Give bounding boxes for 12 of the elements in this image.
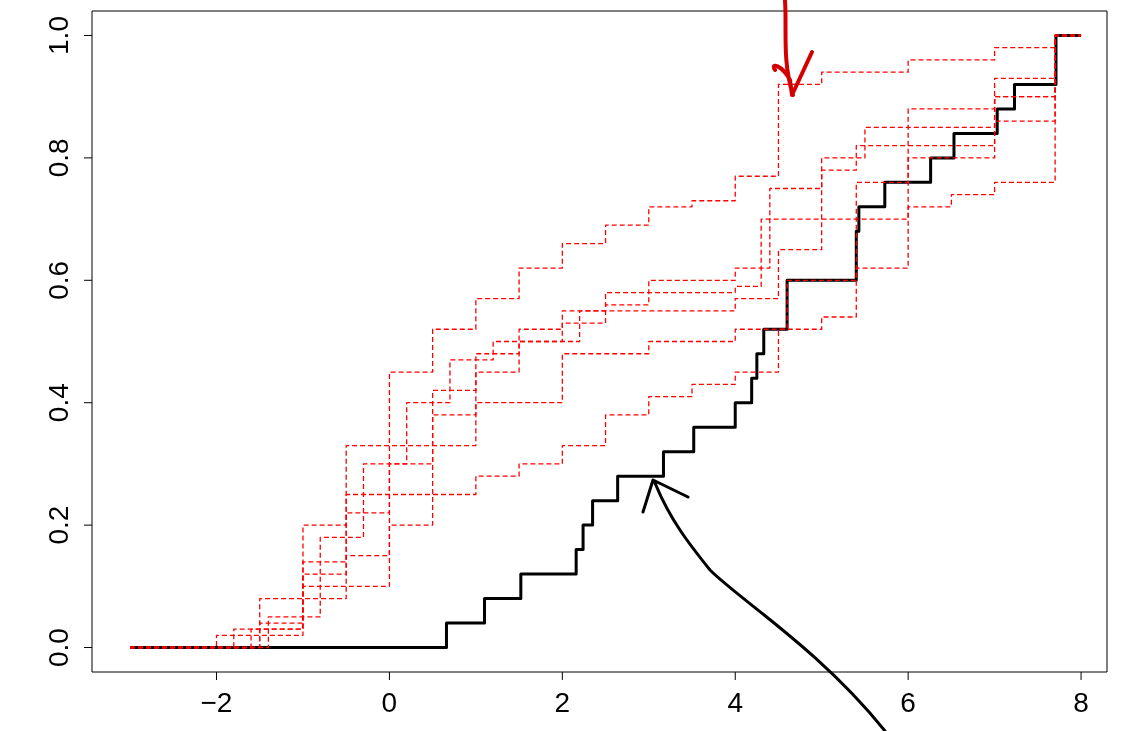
x-tick-label: 4	[727, 687, 744, 718]
y-tick-label: 1.0	[43, 16, 74, 55]
x-tick-label: 6	[900, 687, 916, 718]
y-tick-label: 0.2	[43, 505, 74, 545]
y-tick-label: 0.4	[43, 383, 74, 423]
y-tick-label: 0.6	[43, 260, 74, 300]
x-tick-label: 2	[554, 687, 571, 718]
y-tick-label: 0.0	[43, 628, 74, 667]
y-tick-label: 0.8	[43, 138, 74, 178]
x-tick-label: 8	[1073, 687, 1089, 718]
x-tick-label: 0	[381, 687, 398, 718]
x-tick-label: −2	[200, 687, 233, 718]
